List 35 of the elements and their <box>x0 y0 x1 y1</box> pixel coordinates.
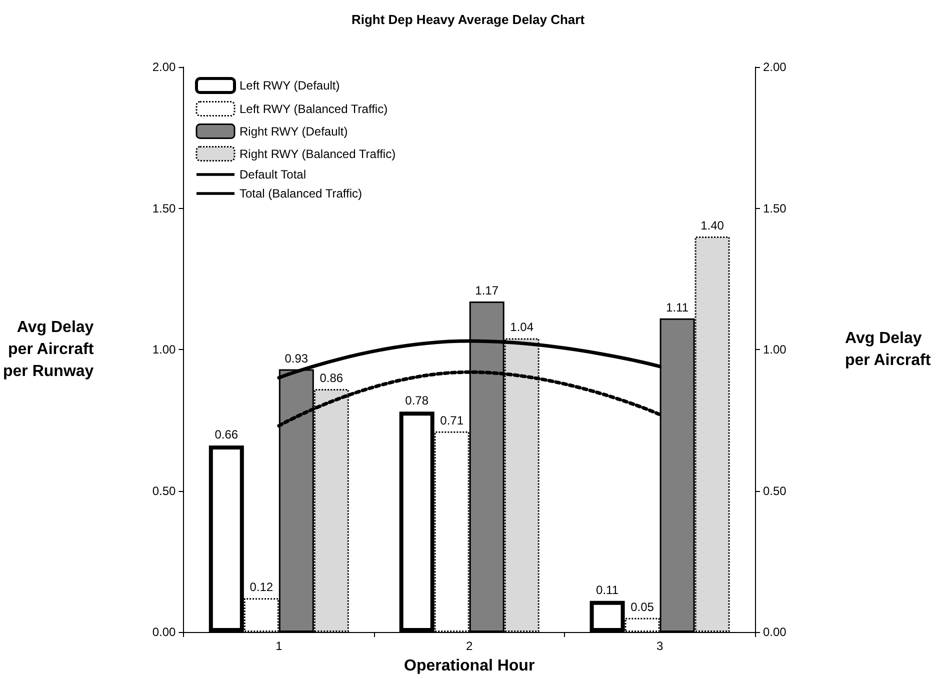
data-label: 0.11 <box>596 582 619 597</box>
x-tick-label: 1 <box>276 639 283 653</box>
y2-tick-label: 1.00 <box>763 342 787 356</box>
chart-title: Right Dep Heavy Average Delay Chart <box>351 12 586 27</box>
y2-axis-title: Avg Delay per Aircraft <box>845 330 932 369</box>
data-label: 0.93 <box>284 351 308 366</box>
data-label: 0.71 <box>440 413 464 428</box>
data-label: 0.12 <box>250 580 274 594</box>
x-tick-label: 3 <box>656 639 664 653</box>
data-label: 0.86 <box>320 371 344 386</box>
legend-label: Left RWY (Balanced Traffic) <box>240 102 388 116</box>
legend-label: Left RWY (Default) <box>240 78 340 92</box>
y-tick-label: 0.50 <box>152 484 176 498</box>
legend-label: Right RWY (Balanced Traffic) <box>240 146 396 161</box>
y-tick-label: 2.00 <box>152 60 176 74</box>
y2-tick-label: 0.50 <box>763 484 787 498</box>
x-axis-title: Operational Hour <box>404 658 535 674</box>
legend-label: Total (Balanced Traffic) <box>240 186 362 200</box>
x-tick-label: 2 <box>466 639 473 653</box>
y-tick-label: 0.00 <box>152 625 176 639</box>
data-label: 1.17 <box>475 283 499 298</box>
y2-tick-label: 0.00 <box>763 625 787 639</box>
y-tick-label: 1.00 <box>152 342 176 356</box>
legend-label: Right RWY (Default) <box>240 124 348 138</box>
y-axis-title: Avg Delay per Aircraft per Runway <box>3 319 94 380</box>
data-label: 0.05 <box>630 600 654 614</box>
data-label: 1.40 <box>700 218 724 232</box>
data-label: 0.66 <box>214 428 238 442</box>
data-label: 1.11 <box>666 300 689 314</box>
y-tick-label: 1.50 <box>152 201 176 216</box>
y2-tick-label: 1.50 <box>763 201 787 216</box>
legend-label: Default Total <box>240 168 306 182</box>
y2-tick-label: 2.00 <box>763 60 787 74</box>
data-label: 0.78 <box>405 394 429 408</box>
data-label: 1.04 <box>510 320 534 334</box>
